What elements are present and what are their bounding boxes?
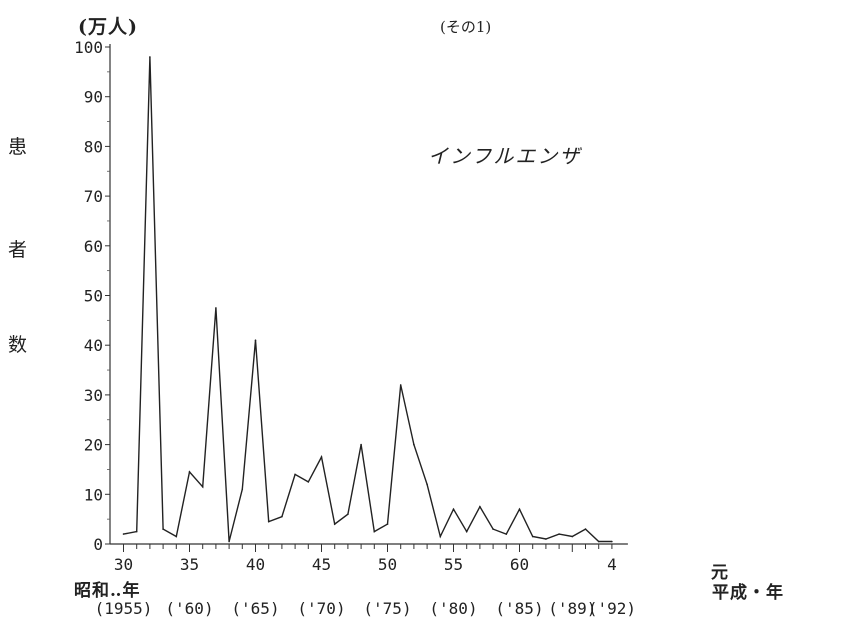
western-year-label: (1955) (95, 599, 153, 618)
western-year-label: ('75) (363, 599, 411, 618)
data-point (399, 384, 402, 386)
data-point (584, 528, 587, 530)
x-tick-label: 35 (180, 555, 199, 574)
y-tick-label: 50 (84, 287, 103, 306)
data-point (201, 486, 204, 488)
western-year-label: ('60) (165, 599, 213, 618)
y-tick-label: 80 (84, 137, 103, 156)
data-point (267, 520, 270, 523)
data-point (492, 528, 494, 530)
western-year-label: ('92) (588, 599, 636, 618)
x-tick-label: 30 (114, 555, 133, 574)
series-title: インフルエンザ (428, 144, 582, 168)
data-point (149, 56, 151, 58)
data-point (347, 513, 349, 515)
data-point (320, 456, 323, 458)
ylabel-char-2: 者 (8, 239, 28, 261)
data-point (452, 508, 455, 511)
ylabel-char-3: 数 (8, 334, 28, 356)
data-point (307, 481, 310, 483)
data-point (175, 535, 178, 538)
data-point (135, 530, 138, 533)
y-tick-label: 20 (84, 436, 103, 455)
unit-label: (万人) (78, 16, 138, 38)
x-tick-label: 55 (444, 555, 463, 574)
data-point (188, 471, 191, 473)
x-tick-label: 4 (607, 555, 617, 574)
y-tick-label: 60 (84, 237, 103, 256)
data-point (294, 473, 296, 476)
era-heisei-label: 平成・年 (712, 583, 784, 603)
y-tick-label: 100 (74, 38, 103, 57)
x-tick-label: 50 (378, 555, 397, 574)
era-showa-label: 昭和‥年 (74, 581, 141, 601)
data-point (465, 530, 468, 533)
data-point (505, 533, 508, 535)
data-point (571, 535, 574, 538)
ylabel-char-1: 患 (8, 136, 28, 158)
data-point (254, 339, 257, 342)
data-point (215, 307, 217, 309)
data-point (558, 533, 560, 535)
y-tick-label: 0 (93, 535, 103, 554)
data-point (122, 533, 125, 535)
data-point (333, 523, 336, 525)
western-year-label: ('89) (548, 599, 596, 618)
western-year-label: ('85) (495, 599, 543, 618)
data-point (413, 443, 415, 446)
western-year-label: ('80) (429, 599, 477, 618)
data-point (281, 515, 283, 518)
data-point (479, 505, 481, 508)
x-tick-label-gan: 元 (711, 563, 728, 583)
y-tick-label: 90 (84, 88, 103, 107)
data-point (162, 528, 164, 530)
data-point (360, 443, 362, 446)
data-point (386, 523, 389, 525)
data-point (241, 488, 244, 491)
y-tick-label: 30 (84, 386, 103, 405)
y-tick-label: 10 (84, 485, 103, 504)
y-tick-label: 40 (84, 336, 103, 355)
x-tick-label: 40 (246, 555, 265, 574)
data-point (597, 540, 600, 543)
data-point (373, 530, 376, 533)
series-line-influenza (123, 56, 612, 543)
data-point (518, 508, 521, 511)
data-point (611, 540, 613, 543)
part-label: (その1) (440, 18, 492, 36)
data-point (439, 535, 442, 538)
western-year-label: ('70) (297, 599, 345, 618)
data-point (426, 483, 428, 486)
x-tick-label: 60 (510, 555, 529, 574)
y-tick-label: 70 (84, 187, 103, 206)
data-point (228, 540, 230, 543)
data-point (531, 535, 534, 538)
x-tick-label: 45 (312, 555, 331, 574)
data-point (545, 538, 547, 540)
western-year-label: ('65) (231, 599, 279, 618)
